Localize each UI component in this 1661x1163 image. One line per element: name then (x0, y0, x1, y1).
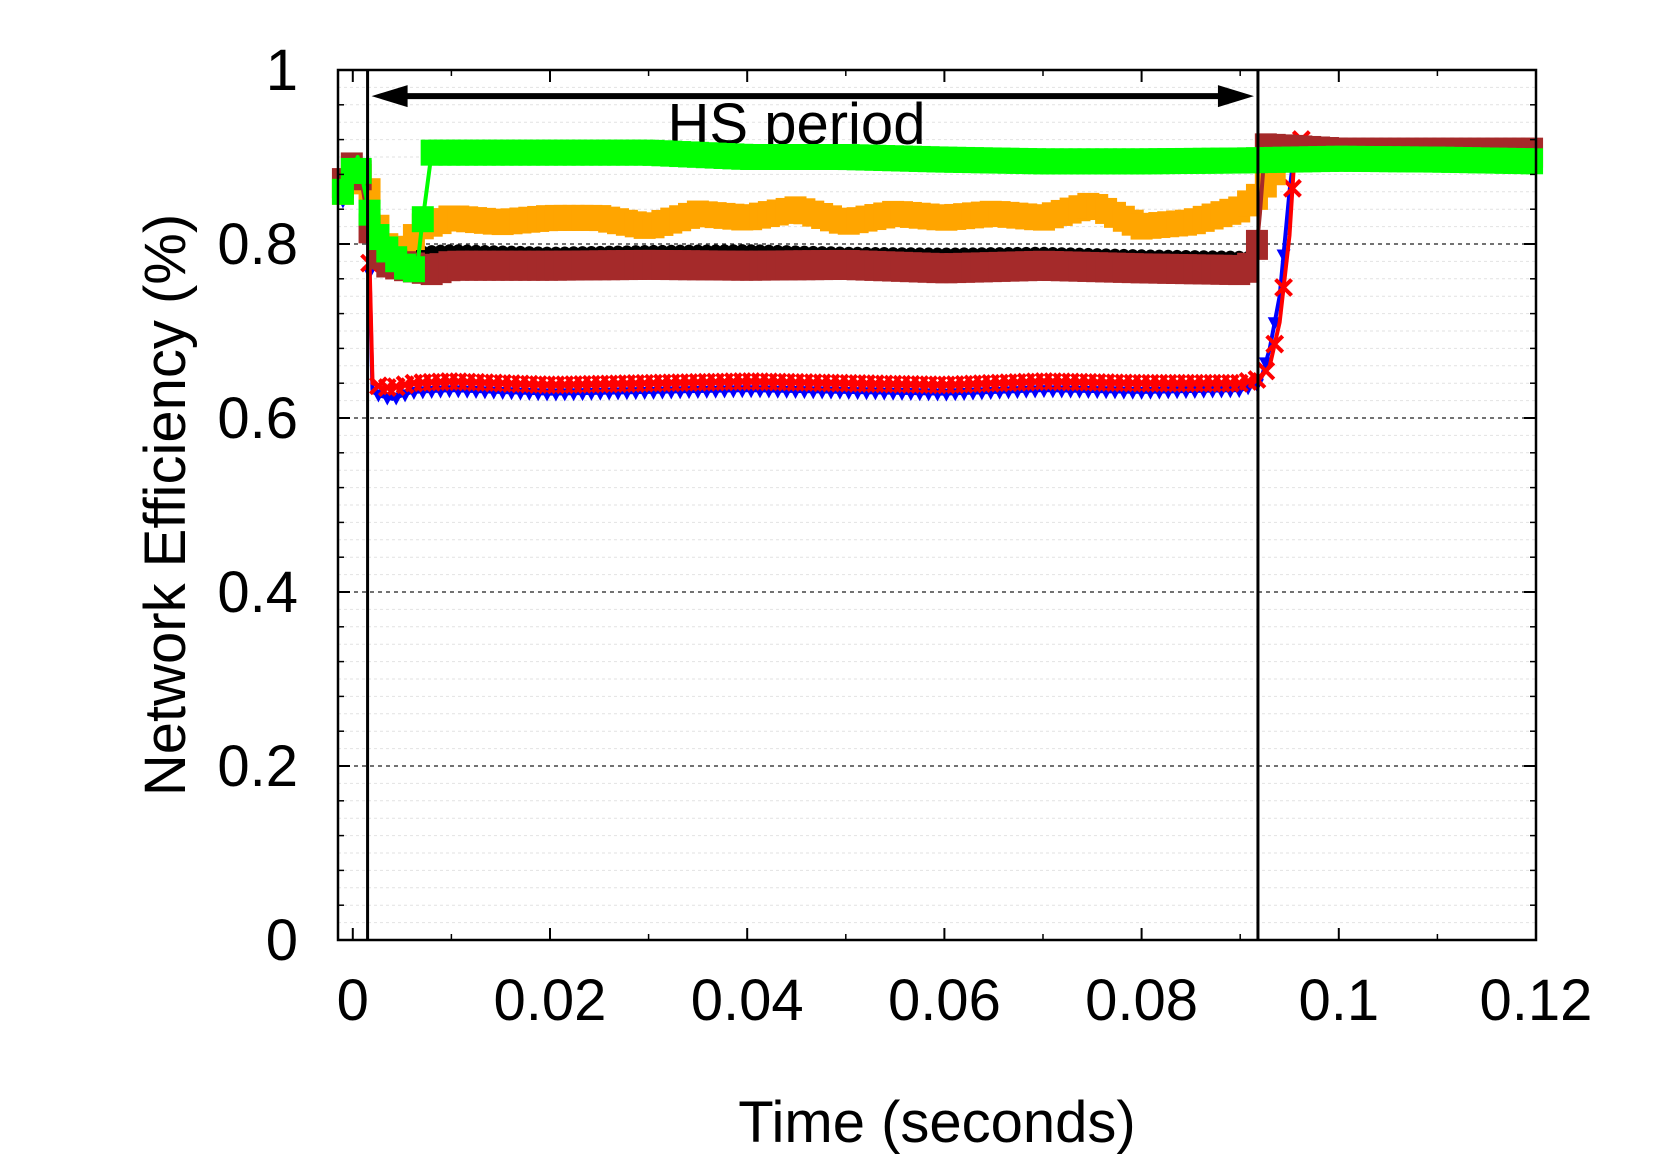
hs-period-arrow (371, 85, 1254, 108)
series-marker (411, 206, 434, 233)
x-tick-label: 0.1 (1298, 968, 1379, 1033)
hs-period-boundaries (366, 70, 1260, 940)
series-marker (1265, 334, 1285, 354)
series-marker (358, 199, 381, 226)
y-axis-title: Network Efficiency (%) (133, 214, 198, 796)
x-tick-label: 0.06 (888, 968, 1001, 1033)
x-tick-label: 0.02 (494, 968, 607, 1033)
x-axis-title: Time (seconds) (738, 1090, 1136, 1155)
y-tick-label: 0.6 (217, 386, 298, 451)
series-marker (1521, 148, 1544, 175)
y-tick-label: 0.8 (217, 212, 298, 277)
y-tick-label: 0.4 (217, 560, 298, 625)
series-marker (1256, 361, 1276, 381)
x-tick-label: 0.08 (1085, 968, 1198, 1033)
series-marker (1283, 178, 1302, 198)
series-marker (380, 392, 395, 406)
y-tick-label: 0.2 (217, 734, 298, 799)
series-marker (1274, 278, 1293, 297)
arrow-head-left (371, 85, 408, 108)
y-tick-label: 0 (266, 908, 298, 973)
arrow-head-right (1217, 85, 1254, 108)
x-tick-label: 0.12 (1480, 968, 1593, 1033)
series-layer (331, 130, 1544, 406)
series-marker (1237, 252, 1260, 283)
axis-ticks: 0 0.2 0.4 0.6 0.8 1 0 0.02 0.04 0.06 0.08 0.1 0.12 (217, 38, 1592, 1033)
x-tick-label: 0 (337, 968, 369, 1033)
series-marker (402, 256, 425, 283)
x-tick-label: 0.04 (691, 968, 804, 1033)
y-tick-label: 1 (266, 38, 298, 103)
plot-frame (336, 68, 1538, 942)
series-5 (331, 139, 1544, 283)
